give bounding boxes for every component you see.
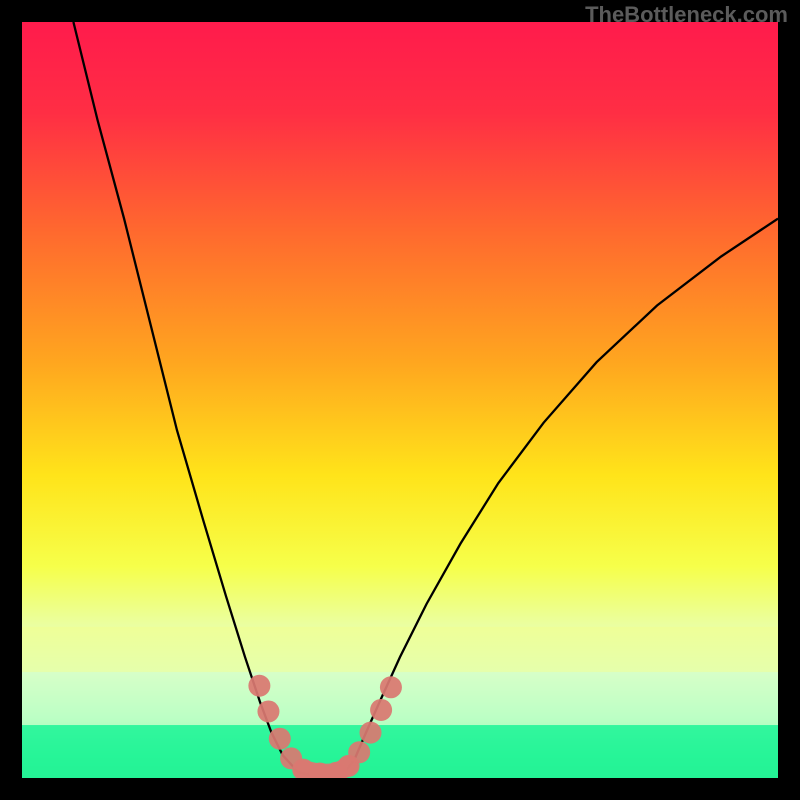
scatter-dot bbox=[380, 676, 402, 698]
value-band bbox=[22, 725, 778, 778]
scatter-dot bbox=[348, 741, 370, 763]
watermark-text: TheBottleneck.com bbox=[585, 2, 788, 28]
scatter-dot bbox=[360, 722, 382, 744]
scatter-dot bbox=[257, 700, 279, 722]
scatter-dot bbox=[370, 699, 392, 721]
scatter-dot bbox=[269, 728, 291, 750]
bottleneck-curve-chart bbox=[22, 22, 778, 778]
value-band bbox=[22, 672, 778, 725]
chart-frame: TheBottleneck.com bbox=[0, 0, 800, 800]
scatter-dot bbox=[248, 675, 270, 697]
value-band bbox=[22, 627, 778, 672]
